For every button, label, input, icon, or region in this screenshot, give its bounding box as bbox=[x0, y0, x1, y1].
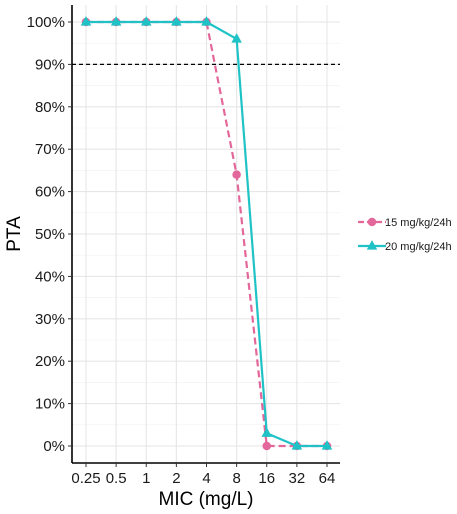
data-point-circle bbox=[262, 441, 271, 451]
legend-item-1: 15 mg/kg/24h bbox=[358, 217, 452, 229]
data-point-triangle bbox=[291, 440, 303, 450]
y-tick-label: 20% bbox=[35, 353, 65, 370]
legend: 15 mg/kg/24h 20 mg/kg/24h bbox=[358, 217, 452, 253]
y-tick-label: 80% bbox=[35, 99, 65, 116]
data-point-triangle bbox=[141, 16, 152, 26]
x-tick-label: 16 bbox=[258, 470, 275, 487]
x-tick-label: 0.5 bbox=[106, 470, 127, 487]
data-point-triangle bbox=[110, 16, 122, 26]
x-tick-label: 1 bbox=[142, 470, 150, 487]
x-tick-label: 64 bbox=[319, 470, 336, 487]
x-axis-title: MIC (mg/L) bbox=[159, 489, 254, 510]
x-tick-label: 8 bbox=[232, 470, 240, 487]
y-tick-label: 10% bbox=[35, 396, 65, 413]
y-tick-label: 100% bbox=[27, 14, 65, 31]
x-tick-label: 32 bbox=[289, 470, 306, 487]
y-tick-label: 70% bbox=[35, 141, 65, 158]
y-tick-label: 60% bbox=[35, 184, 65, 201]
series-layer bbox=[80, 16, 333, 451]
data-point-circle bbox=[367, 217, 377, 227]
x-tick-label: 4 bbox=[202, 470, 210, 487]
legend-label: 20 mg/kg/24h bbox=[385, 241, 452, 253]
x-tick-label: 2 bbox=[172, 470, 180, 487]
y-tick-label: 30% bbox=[35, 311, 65, 328]
legend-item-2: 20 mg/kg/24h bbox=[358, 240, 452, 253]
series-2 bbox=[80, 16, 333, 450]
grid-lines bbox=[72, 5, 340, 463]
y-tick-label: 40% bbox=[35, 268, 65, 285]
legend-label: 15 mg/kg/24h bbox=[385, 217, 452, 229]
y-tick-label: 0% bbox=[43, 438, 65, 455]
data-point-triangle bbox=[261, 427, 272, 437]
y-axis-title: PTA bbox=[4, 216, 25, 252]
y-tick-labels: 0% 10% 20% 30% 40% 50% 60% 70% 80% 90% 100% bbox=[27, 14, 72, 455]
data-point-circle bbox=[232, 170, 241, 179]
x-tick-labels: 0.25 0.5 1 2 4 8 16 32 64 bbox=[71, 463, 335, 487]
data-point-triangle bbox=[321, 440, 333, 450]
data-point-triangle bbox=[231, 33, 242, 43]
x-tick-label: 0.25 bbox=[71, 470, 100, 487]
data-point-triangle bbox=[171, 16, 182, 26]
y-tick-label: 50% bbox=[35, 226, 65, 243]
data-point-triangle bbox=[201, 16, 212, 26]
data-point-triangle bbox=[366, 240, 378, 250]
y-tick-label: 90% bbox=[35, 56, 65, 73]
data-point-triangle bbox=[80, 16, 92, 26]
